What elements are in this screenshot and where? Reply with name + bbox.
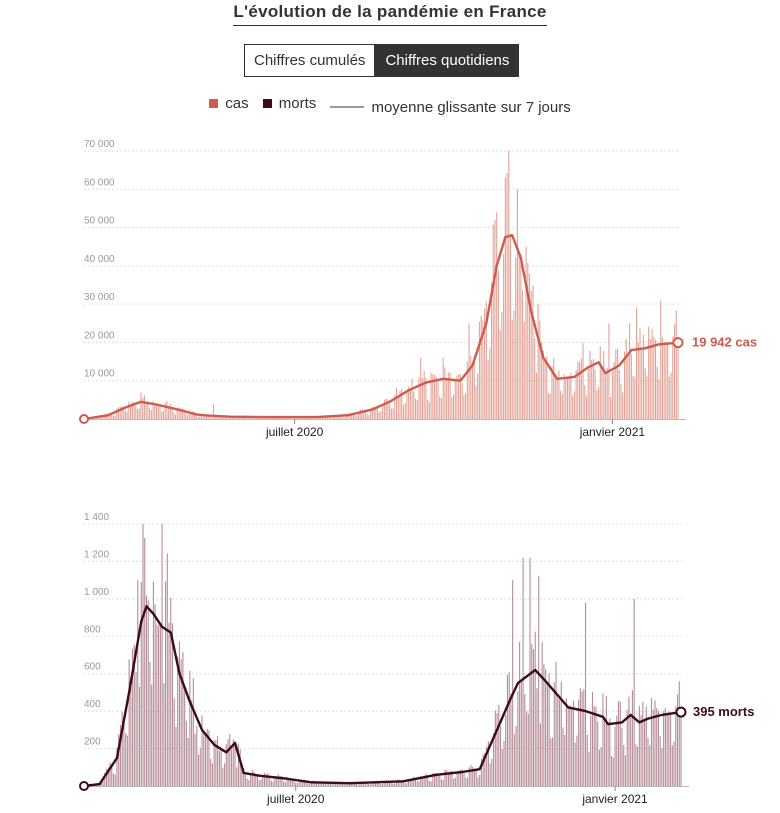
cases-y-tick-label: 70 000 [84,139,115,150]
legend-average: moyenne glissante sur 7 jours [330,98,571,116]
cumulative-toggle-button[interactable]: Chiffres cumulés [244,44,376,77]
cases-last-value-label: 19 942 cas [692,335,757,350]
legend-deaths-swatch [262,99,272,108]
deaths-x-tick-label: juillet 2020 [266,792,325,806]
cases-y-tick-label: 10 000 [84,369,115,380]
cases-y-tick-label: 50 000 [84,216,115,227]
deaths-x-tick-label: janvier 2021 [581,792,648,806]
legend-deaths-label: morts [278,95,317,112]
cases-y-tick-label: 20 000 [84,330,115,341]
page-title: L'évolution de la pandémie en France [233,2,547,26]
cases-y-tick-label: 30 000 [84,292,115,303]
cases-end-marker [672,337,684,349]
deaths-y-tick-label: 1 000 [84,587,109,598]
cases-y-tick-label: 40 000 [84,254,115,265]
view-toggle: Chiffres cumulés Chiffres quotidiens [244,44,520,77]
deaths-end-marker [675,706,687,718]
daily-toggle-button[interactable]: Chiffres quotidiens [375,44,520,77]
deaths-y-tick-label: 1 400 [84,512,109,523]
deaths-y-tick-label: 400 [84,699,101,710]
chart-title-wrap: L'évolution de la pandémie en France [0,2,780,26]
cases-start-marker [79,414,89,424]
legend-cases-label: cas [225,95,249,112]
deaths-y-tick-label: 200 [84,737,101,748]
deaths-average-line [82,605,683,788]
legend-deaths: morts [262,95,317,112]
legend-average-line [330,106,365,108]
cases-chart: 10 000 20 000 30 000 40 000 50 000 60 000 70 0… [79,139,757,439]
legend-cases-swatch [209,99,219,108]
legend-average-label: moyenne glissante sur 7 jours [371,98,571,116]
deaths-y-tick-label: 800 [84,624,101,635]
cases-average-line [82,234,680,421]
deaths-start-marker [79,781,89,791]
cases-x-tick-label: janvier 2021 [579,425,646,439]
deaths-last-value-label: 395 morts [693,704,754,719]
deaths-y-tick-label: 1 200 [84,549,109,560]
deaths-chart: 200 400 600 800 1 000 1 200 1 400 juillet 2020 j… [79,512,754,806]
legend: cas morts moyenne glissante sur 7 jours [0,95,780,116]
deaths-y-tick-label: 600 [84,662,101,673]
legend-cases: cas [209,95,249,112]
cases-y-tick-label: 60 000 [84,177,115,188]
cases-x-tick-label: juillet 2020 [265,425,324,439]
